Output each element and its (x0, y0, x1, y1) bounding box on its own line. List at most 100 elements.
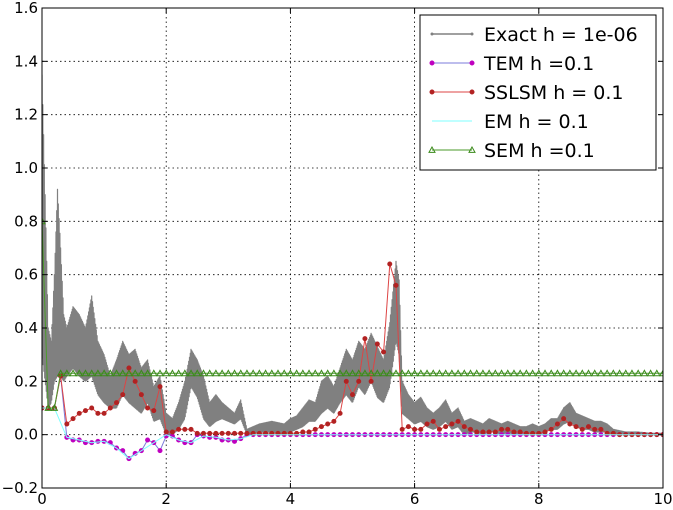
y-tick-label: 0.0 (14, 426, 38, 444)
data-point (292, 369, 301, 377)
y-tick-label: 0.6 (14, 266, 38, 284)
data-point (75, 369, 84, 377)
data-point (362, 336, 368, 342)
legend-label: EM h = 0.1 (484, 111, 589, 133)
data-point (441, 369, 450, 377)
data-point (330, 369, 338, 377)
legend-marker (469, 89, 475, 95)
data-point (70, 416, 76, 422)
data-point (157, 384, 163, 390)
data-point (399, 426, 405, 432)
data-point (212, 369, 220, 377)
data-point (404, 369, 413, 377)
data-point (528, 369, 537, 377)
data-point (157, 448, 163, 454)
data-point (467, 426, 473, 432)
data-point (342, 369, 351, 377)
data-point (474, 429, 480, 435)
data-point (337, 410, 343, 416)
series-3 (42, 407, 663, 460)
data-point (499, 426, 505, 432)
data-point (76, 410, 82, 416)
data-point (56, 369, 65, 377)
data-point (492, 429, 498, 435)
series-layer (42, 74, 663, 462)
data-point (392, 369, 400, 377)
data-point (373, 369, 382, 377)
data-point (349, 392, 355, 398)
data-point (311, 369, 320, 377)
data-point (219, 430, 225, 436)
data-point (114, 400, 120, 406)
data-point (325, 421, 331, 427)
data-point (597, 369, 605, 377)
data-point (224, 369, 233, 377)
data-point (156, 369, 164, 377)
data-point (94, 369, 102, 377)
y-tick-label: −0.2 (2, 479, 38, 497)
data-point (169, 429, 175, 435)
data-point (120, 392, 126, 398)
data-point (199, 369, 208, 377)
data-point (238, 430, 244, 436)
data-point (331, 418, 337, 424)
data-point (418, 426, 424, 432)
data-point (436, 426, 442, 432)
data-point (503, 369, 512, 377)
data-point (305, 369, 313, 377)
data-point (449, 421, 455, 427)
y-tick-label: 0.4 (14, 319, 38, 337)
data-point (176, 426, 182, 432)
data-point (541, 369, 549, 377)
data-point (566, 369, 574, 377)
y-tick-label: 1.2 (14, 106, 38, 124)
data-point (522, 369, 531, 377)
data-point (205, 369, 214, 377)
data-point (374, 341, 380, 347)
data-point (652, 369, 661, 377)
data-point (218, 369, 226, 377)
data-point (151, 408, 157, 414)
data-point (106, 369, 115, 377)
data-point (286, 369, 295, 377)
data-point (69, 369, 77, 377)
data-point (138, 392, 144, 398)
data-point (615, 369, 624, 377)
data-point (584, 369, 593, 377)
data-point (348, 369, 357, 377)
data-point (255, 369, 264, 377)
data-point (561, 416, 567, 422)
data-point (317, 369, 326, 377)
plot-frame (41, 7, 664, 489)
data-point (82, 408, 88, 414)
data-point (646, 369, 655, 377)
legend-marker (429, 89, 435, 95)
data-point (225, 430, 231, 436)
series-4 (42, 217, 663, 411)
legend-label: TEM h =0.1 (483, 53, 594, 75)
data-point (298, 369, 307, 377)
data-point (145, 437, 151, 443)
y-tick-label: 1.4 (14, 52, 38, 70)
data-point (81, 369, 90, 377)
data-point (598, 426, 604, 432)
data-point (336, 369, 344, 377)
series-2 (42, 261, 663, 438)
data-point (567, 421, 573, 427)
data-point (424, 421, 430, 427)
data-point (491, 369, 500, 377)
data-point (517, 429, 523, 435)
legend-marker (468, 145, 476, 153)
data-point (430, 418, 436, 424)
data-point (505, 426, 511, 432)
data-point (343, 378, 349, 384)
data-point (354, 369, 363, 377)
data-point (112, 369, 121, 377)
legend-marker (428, 145, 436, 153)
data-point (510, 369, 518, 377)
data-point (274, 369, 282, 377)
data-point (50, 403, 59, 411)
data-point (368, 378, 374, 384)
data-point (180, 369, 189, 377)
